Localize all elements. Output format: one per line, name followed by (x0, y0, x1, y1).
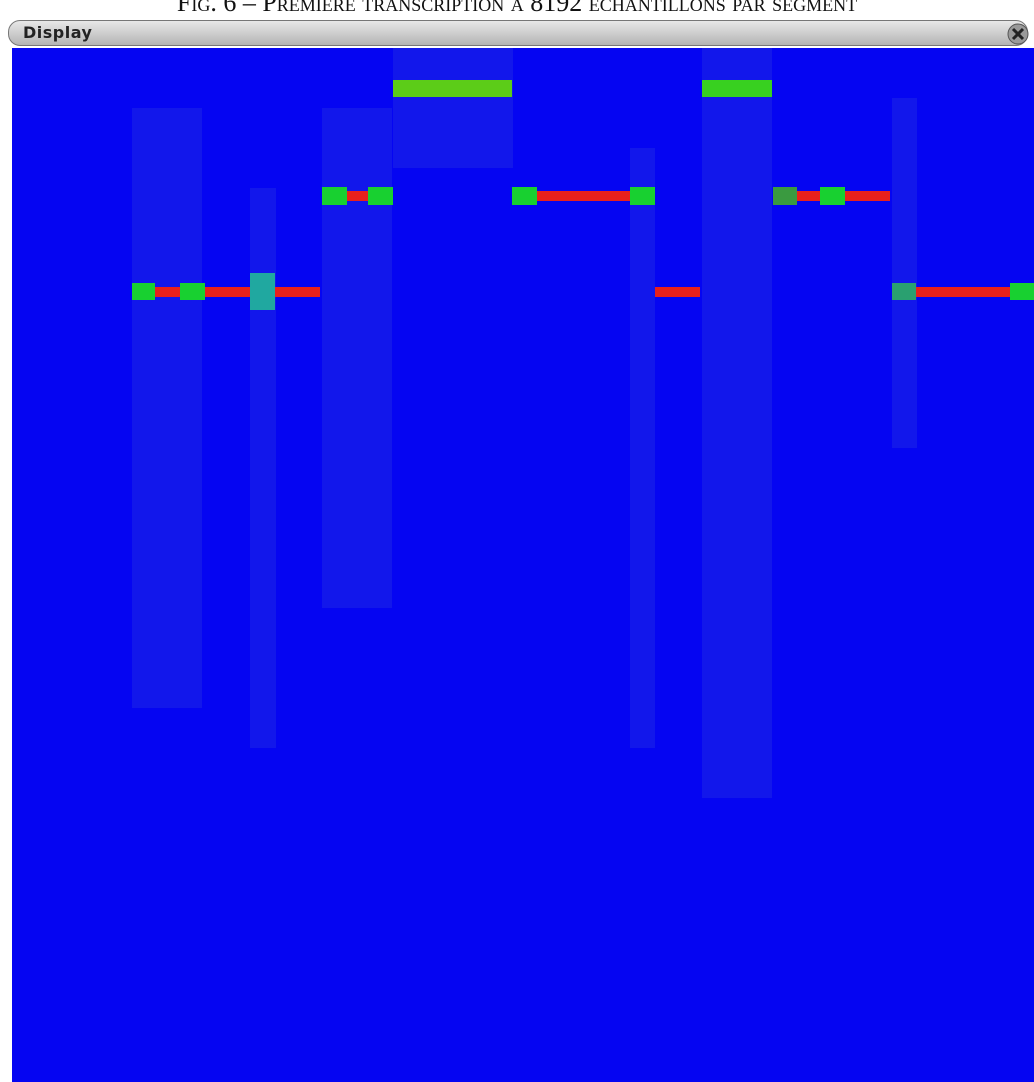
window-titlebar: Display (8, 20, 1028, 46)
window-title: Display (23, 23, 92, 42)
spectrogram-display (12, 48, 1034, 1082)
close-button[interactable] (1005, 21, 1031, 47)
page: Fig. 6 – Première transcription à 8192 é… (0, 0, 1034, 1082)
figure-caption: Fig. 6 – Première transcription à 8192 é… (0, 0, 1034, 18)
